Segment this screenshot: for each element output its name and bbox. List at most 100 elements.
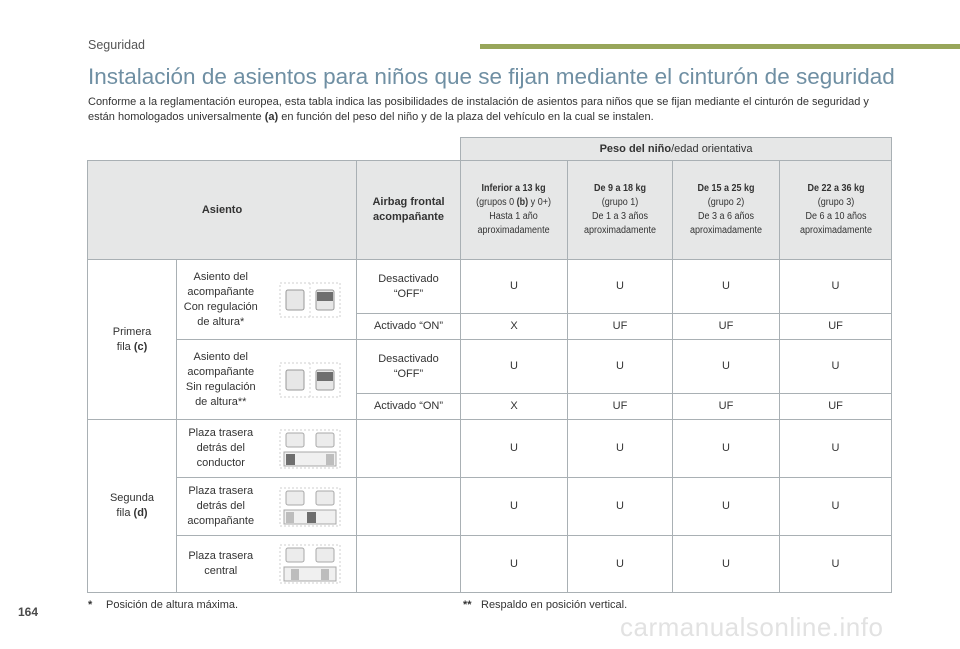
row-label-ref: (c) bbox=[133, 340, 148, 353]
car-seat-icon bbox=[279, 282, 341, 317]
value-cell: U bbox=[460, 339, 568, 394]
group-approx: aproximadamente bbox=[583, 225, 657, 236]
page-number: 164 bbox=[18, 605, 39, 619]
row-label-fila: fila bbox=[116, 507, 134, 519]
value-cell: U bbox=[460, 477, 568, 536]
intro-text-2: en función del peso del niño y de la pla… bbox=[278, 111, 654, 123]
cell-text-line: Sin regulación bbox=[185, 380, 256, 393]
intro-text-1: Conforme a la reglamentación europea, es… bbox=[88, 96, 869, 123]
airbag-column-header: Airbag frontal acompañante bbox=[356, 160, 461, 260]
row-label-second: Segunda fila (d) bbox=[87, 419, 177, 593]
group-name: (grupo 3) bbox=[817, 197, 854, 208]
footnote-2-mark: ** bbox=[463, 599, 472, 611]
footnote-1-mark: * bbox=[88, 599, 93, 611]
footnote-2-text: Respaldo en posición vertical. bbox=[481, 599, 628, 611]
seat-name-rear-driver: Plaza trasera detrás del conductor bbox=[176, 419, 265, 478]
group-header-1: De 9 a 18 kg (grupo 1) De 1 a 3 años aproxi… bbox=[567, 160, 673, 260]
value-cell: U bbox=[778, 419, 893, 478]
group-name: (grupos 0 bbox=[476, 197, 518, 208]
value-cell: X bbox=[460, 313, 568, 340]
row-label-first: Primera fila (c) bbox=[87, 259, 177, 420]
value-cell: U bbox=[567, 419, 673, 478]
seat-column-header: Asiento bbox=[87, 160, 357, 260]
group-name: (grupo 1) bbox=[601, 197, 639, 208]
section-bar bbox=[480, 44, 960, 49]
group-header-2: De 15 a 25 kg (grupo 2) De 3 a 6 años aprox… bbox=[672, 160, 780, 260]
cell-text-line: acompañante bbox=[187, 285, 255, 298]
value-cell: U bbox=[460, 419, 568, 478]
cell-text-line: central bbox=[204, 565, 238, 577]
value-cell: U bbox=[778, 535, 893, 593]
value-cell: UF bbox=[778, 313, 893, 340]
cell-text-line: “OFF” bbox=[393, 367, 424, 380]
cell-text-line: detrás del bbox=[196, 442, 245, 454]
value-cell: U bbox=[567, 259, 673, 314]
cell-text-line: de altura** bbox=[195, 395, 247, 408]
value-cell: U bbox=[460, 259, 568, 314]
cell-text-line: Asiento del bbox=[193, 350, 248, 363]
airbag-on-cell: Activado “ON” bbox=[356, 313, 461, 340]
airbag-empty-cell bbox=[356, 419, 461, 478]
value-cell: UF bbox=[672, 393, 780, 420]
group-name-tail: y 0+) bbox=[528, 197, 552, 208]
value-cell: UF bbox=[778, 393, 893, 420]
page-title: Instalación de asientos para niños que s… bbox=[88, 64, 895, 89]
blank-corner bbox=[87, 137, 461, 161]
value-cell: X bbox=[460, 393, 568, 420]
seat-diagram-front bbox=[264, 259, 357, 340]
row-label-ref: (d) bbox=[133, 507, 148, 519]
value-cell: U bbox=[567, 535, 673, 593]
group-weight: De 9 a 18 kg bbox=[593, 183, 647, 194]
cell-text-line: Plaza trasera bbox=[188, 485, 254, 497]
value-cell: UF bbox=[567, 393, 673, 420]
group-header-3: De 22 a 36 kg (grupo 3) De 6 a 10 años apro… bbox=[778, 160, 893, 260]
group-age: Hasta 1 año bbox=[489, 211, 539, 222]
seat-name-passenger-fixed: Asiento del acompañante Sin regulación de a… bbox=[176, 339, 265, 420]
seat-name-passenger-adjustable: Asiento del acompañante Con regulación de a… bbox=[176, 259, 265, 340]
value-cell: UF bbox=[567, 313, 673, 340]
value-cell: U bbox=[672, 419, 780, 478]
airbag-off-cell: Desactivado “OFF” bbox=[356, 259, 461, 314]
group-approx: aproximadamente bbox=[477, 225, 551, 236]
cell-text-line: acompañante bbox=[187, 515, 255, 527]
seat-diagram-rear-left bbox=[264, 419, 357, 478]
cell-text-line: conductor bbox=[196, 457, 245, 469]
group-age: De 6 a 10 años bbox=[805, 211, 867, 222]
value-cell: U bbox=[778, 339, 893, 394]
group-weight: De 15 a 25 kg bbox=[697, 183, 755, 194]
value-cell: U bbox=[672, 259, 780, 314]
value-cell: U bbox=[778, 259, 893, 314]
group-ref-b: (b) bbox=[517, 197, 529, 208]
group-weight: De 22 a 36 kg bbox=[806, 183, 865, 194]
cell-text-line: acompañante bbox=[187, 365, 255, 378]
seat-column-label: Asiento bbox=[201, 203, 243, 216]
group-age: De 3 a 6 años bbox=[697, 211, 755, 222]
car-seat-icon bbox=[279, 362, 341, 397]
value-cell: U bbox=[567, 339, 673, 394]
airbag-empty-cell bbox=[356, 535, 461, 593]
cell-text-line: Con regulación bbox=[183, 300, 258, 313]
row-label-text: Primera bbox=[112, 325, 152, 338]
seat-diagram-rear-center bbox=[264, 535, 357, 593]
row-label-text: Segunda bbox=[109, 492, 155, 504]
value-cell: U bbox=[672, 339, 780, 394]
car-seat-icon bbox=[279, 487, 341, 526]
seat-name-rear-passenger: Plaza trasera detrás del acompañante bbox=[176, 477, 265, 536]
section-label: Seguridad bbox=[88, 38, 145, 52]
intro-ref-a: (a) bbox=[264, 111, 279, 123]
watermark: carmanualsonline.info bbox=[620, 612, 884, 642]
group-approx: aproximadamente bbox=[799, 225, 872, 236]
airbag-off-cell: Desactivado “OFF” bbox=[356, 339, 461, 394]
group-weight: Inferior a 13 kg bbox=[481, 183, 547, 194]
group-approx: aproximadamente bbox=[689, 225, 763, 236]
footnote-1-text: Posición de altura máxima. bbox=[106, 599, 239, 611]
seat-diagram-rear-right bbox=[264, 477, 357, 536]
footnote-1: * Posición de altura máxima. bbox=[88, 599, 238, 611]
cell-text-line: Plaza trasera bbox=[188, 427, 254, 439]
child-seat-table: Peso del niño/edad orientativa Asiento A… bbox=[87, 137, 893, 593]
airbag-on-cell: Activado “ON” bbox=[356, 393, 461, 420]
cell-text-line: Desactivado bbox=[378, 272, 439, 285]
group-name: (grupo 2) bbox=[707, 197, 745, 208]
weight-header-bold: Peso del niño bbox=[599, 142, 672, 155]
cell-text-line: Desactivado bbox=[378, 352, 439, 365]
